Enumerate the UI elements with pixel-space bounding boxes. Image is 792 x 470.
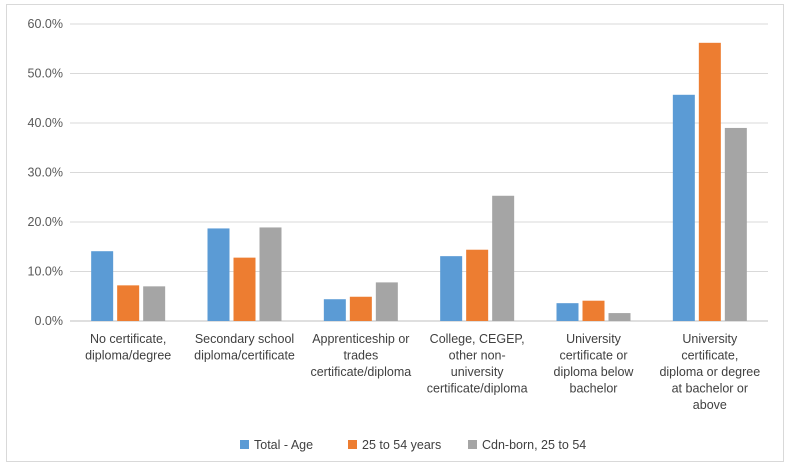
x-tick-label: Secondary school diploma/certificate — [194, 332, 295, 363]
bar — [208, 228, 230, 321]
y-tick-label: 30.0% — [28, 166, 63, 180]
x-tick-label: Apprenticeship or trades certificate/diplo… — [310, 332, 411, 379]
legend-swatch — [240, 440, 249, 449]
y-tick-label: 50.0% — [28, 67, 63, 81]
bar — [609, 313, 631, 321]
x-tick-label: College, CEGEP, other non-university certi… — [427, 332, 528, 396]
bar — [557, 303, 579, 321]
bar — [117, 285, 139, 321]
bar — [234, 258, 256, 321]
legend-label: Total - Age — [254, 438, 313, 452]
legend-entry: 25 to 54 years — [348, 438, 441, 452]
y-tick-label: 10.0% — [28, 265, 63, 279]
x-tick-label: No certificate, diploma/degree — [85, 332, 171, 363]
bar — [376, 282, 398, 321]
bar — [492, 196, 514, 321]
x-tick-label: University certificate, diploma or degree a… — [659, 332, 760, 412]
x-axis: No certificate, diploma/degree Secondary s… — [85, 332, 760, 412]
bar — [725, 128, 747, 321]
legend-swatch — [348, 440, 357, 449]
bar — [350, 297, 372, 321]
y-axis: 0.0% 10.0% 20.0% 30.0% 40.0% 50.0% 60.0% — [28, 17, 63, 328]
legend-swatch — [468, 440, 477, 449]
bar — [466, 250, 488, 321]
y-tick-label: 60.0% — [28, 17, 63, 31]
bars — [91, 43, 747, 321]
bar — [699, 43, 721, 321]
legend-entry: Cdn-born, 25 to 54 — [468, 438, 586, 452]
bar — [260, 227, 282, 321]
legend-entry: Total - Age — [240, 438, 313, 452]
gridlines — [70, 24, 768, 321]
legend: Total - Age 25 to 54 years Cdn-born, 25 to… — [240, 438, 586, 452]
bar — [143, 286, 165, 321]
bar — [91, 251, 113, 321]
legend-label: Cdn-born, 25 to 54 — [482, 438, 586, 452]
bar — [673, 95, 695, 321]
x-tick-label: University certificate or diploma below bac… — [554, 332, 635, 396]
y-tick-label: 40.0% — [28, 116, 63, 130]
bar — [324, 299, 346, 321]
y-tick-label: 20.0% — [28, 215, 63, 229]
bar — [440, 256, 462, 321]
legend-label: 25 to 54 years — [362, 438, 441, 452]
y-tick-label: 0.0% — [35, 314, 64, 328]
bar — [583, 301, 605, 321]
